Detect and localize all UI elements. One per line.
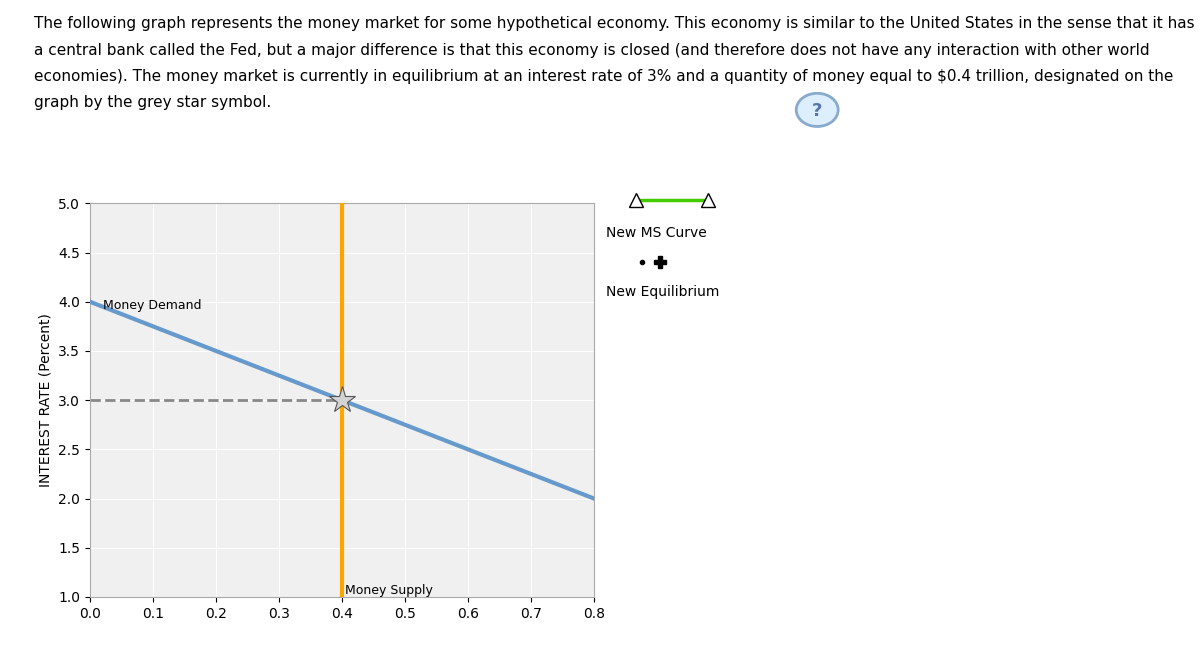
Text: Money Supply: Money Supply: [346, 584, 433, 597]
Circle shape: [797, 93, 838, 127]
Text: a central bank called the Fed, but a major difference is that this economy is cl: a central bank called the Fed, but a maj…: [34, 43, 1150, 58]
Text: New Equilibrium: New Equilibrium: [606, 285, 719, 299]
Text: economies). The money market is currently in equilibrium at an interest rate of : economies). The money market is currentl…: [34, 69, 1172, 84]
Y-axis label: INTEREST RATE (Percent): INTEREST RATE (Percent): [38, 313, 53, 487]
Text: ?: ?: [812, 102, 822, 119]
Text: New MS Curve: New MS Curve: [606, 226, 707, 240]
Text: The following graph represents the money market for some hypothetical economy. T: The following graph represents the money…: [34, 16, 1194, 31]
Text: graph by the grey star symbol.: graph by the grey star symbol.: [34, 95, 271, 110]
Text: Money Demand: Money Demand: [103, 298, 202, 312]
